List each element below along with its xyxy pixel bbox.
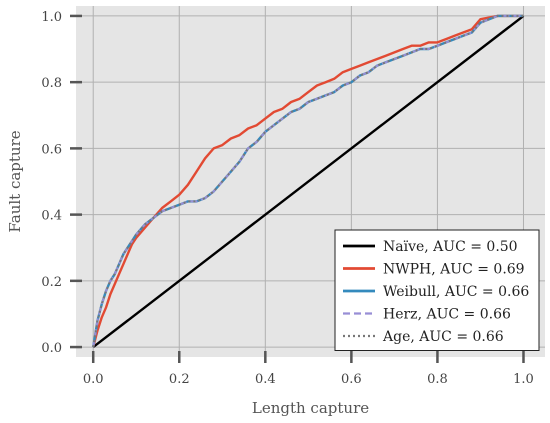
y-tick-label: 1.0: [41, 10, 62, 25]
series-layer: [92, 14, 525, 349]
y-tick-label: 0.2: [41, 275, 62, 290]
x-tick-label: 1.0: [513, 372, 534, 387]
legend-label: Age, AUC = 0.66: [382, 329, 504, 345]
legend-label: NWPH, AUC = 0.69: [383, 262, 525, 278]
x-tick-label: 0.4: [255, 372, 276, 387]
legend-label: Herz, AUC = 0.66: [383, 307, 511, 323]
y-tick-label: 0.6: [41, 142, 62, 157]
x-tick-label: 0.0: [83, 372, 104, 387]
legend: Naïve, AUC = 0.50 NWPH, AUC = 0.69 Weibull…: [334, 229, 540, 351]
y-tick-label: 0.0: [41, 341, 62, 356]
y-tick-label: 0.8: [41, 76, 62, 91]
grid-lines: [76, 6, 545, 357]
x-tick-label: 0.6: [341, 372, 362, 387]
y-tick-label: 0.4: [41, 209, 62, 224]
legend-label: Weibull, AUC = 0.66: [383, 284, 529, 300]
y-axis-label: Fault capture: [6, 130, 24, 232]
series-line-nave: [92, 14, 525, 349]
legend-label: Naïve, AUC = 0.50: [383, 239, 518, 255]
x-tick-label: 0.8: [427, 372, 448, 387]
series-line-age: [92, 14, 524, 348]
axis-ticks: 0.0 0.2 0.4 0.6 0.8 1.0 0.0 0.2 0.4 0.6 0.8 1.0: [41, 10, 534, 387]
x-tick-label: 0.2: [169, 372, 190, 387]
series-line-nwph: [92, 14, 524, 348]
x-axis-label: Length capture: [252, 399, 369, 417]
